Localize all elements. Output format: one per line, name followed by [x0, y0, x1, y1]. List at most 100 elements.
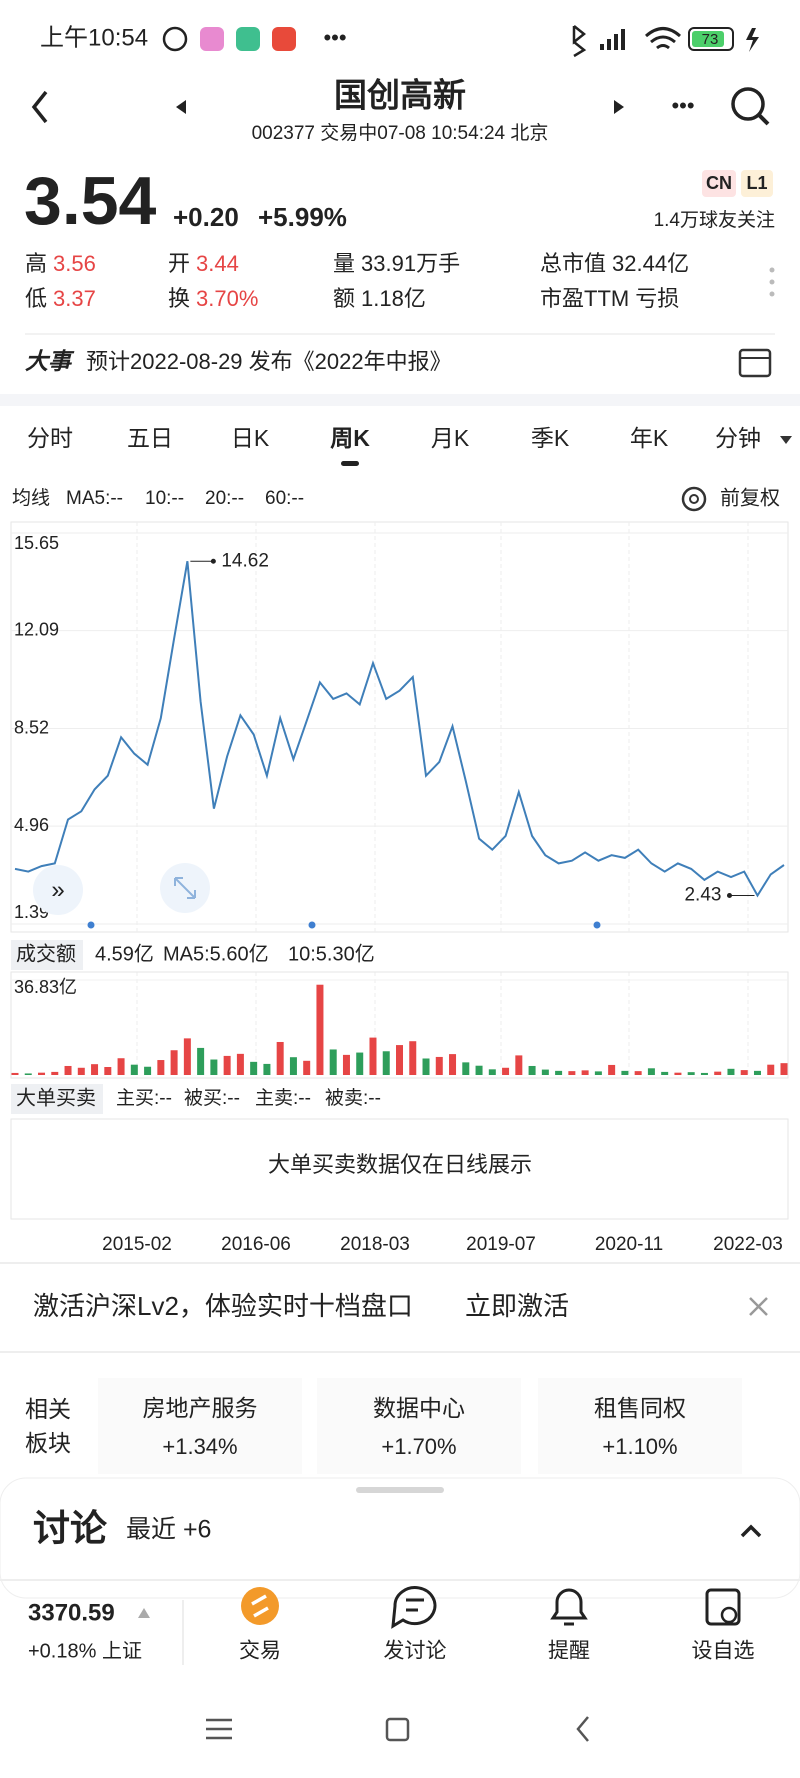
expand-button[interactable]	[740, 1524, 762, 1538]
stat-label: 额	[333, 286, 355, 311]
tab[interactable]: 五日	[127, 425, 173, 451]
volume-bar	[740, 1070, 748, 1075]
alarm-icon	[162, 26, 188, 52]
settings-icon[interactable]	[681, 486, 707, 512]
volume-bar	[24, 1073, 32, 1075]
collapse-icon: »	[51, 876, 64, 903]
volume-bar	[767, 1064, 775, 1075]
tab[interactable]: 分时	[27, 425, 73, 451]
bluetooth-icon	[572, 25, 587, 58]
volume-bar	[316, 984, 324, 1075]
volume-bar	[64, 1065, 72, 1075]
stat-value: 3.70%	[196, 286, 258, 311]
y-tick-label: 12.09	[14, 619, 59, 639]
low-label: 2.43	[684, 884, 721, 905]
tab[interactable]: 季K	[531, 425, 570, 451]
fullscreen-icon	[174, 877, 196, 899]
nav-item[interactable]: 提醒	[548, 1640, 590, 1663]
volume-bar	[303, 1060, 311, 1075]
stat-label: 高	[25, 251, 47, 276]
banner-action[interactable]: 立即激活	[465, 1291, 569, 1321]
volume-bar	[449, 1054, 457, 1075]
status-time: 上午10:54	[40, 24, 148, 51]
trade-icon-mark	[251, 1594, 269, 1618]
sheet-handle[interactable]	[356, 1487, 444, 1493]
stat: 低 3.37	[25, 286, 96, 311]
stat: 额 1.18亿	[333, 286, 426, 311]
volume-bar	[51, 1071, 59, 1075]
sector-change: +1.70%	[381, 1434, 456, 1459]
volume-bar	[263, 1063, 271, 1075]
volume-bar	[38, 1072, 46, 1075]
battery-icon	[688, 27, 734, 51]
big-orders-note: 大单买卖数据仅在日线展示	[268, 1152, 532, 1177]
menu-key[interactable]	[206, 1718, 232, 1740]
x-tick-label: 2015-02	[102, 1234, 172, 1255]
tab[interactable]: 分钟	[715, 425, 761, 451]
comment-icon	[391, 1586, 437, 1629]
tab[interactable]: 月K	[431, 425, 470, 451]
stat-value: 32.44亿	[612, 251, 689, 276]
big-order-item: 主卖:--	[255, 1087, 311, 1109]
volume-bar	[621, 1070, 629, 1075]
volume-bar	[183, 1038, 191, 1075]
back-button[interactable]	[31, 90, 48, 124]
sector-card[interactable]	[98, 1378, 302, 1474]
sector-card[interactable]	[538, 1378, 742, 1474]
volume-ma10: 10:5.30亿	[288, 942, 375, 965]
prev-stock[interactable]	[176, 100, 186, 114]
adjust-toggle[interactable]: 前复权	[720, 486, 780, 509]
big-orders-box	[10, 1118, 789, 1220]
big-order-item: 被买:--	[184, 1087, 240, 1109]
stat: 市盈TTM 亏损	[540, 286, 679, 311]
volume-bar	[594, 1071, 602, 1075]
tab[interactable]: 周K	[330, 425, 370, 451]
ma-item: 10:--	[145, 488, 184, 509]
index-value: 3370.59	[28, 1599, 115, 1626]
tab[interactable]: 年K	[630, 425, 669, 451]
stat-value: 3.56	[53, 251, 96, 276]
related-label: 相关	[25, 1396, 71, 1422]
nav-item[interactable]: 设自选	[692, 1640, 755, 1663]
volume-bar	[555, 1070, 563, 1075]
tab[interactable]: 日K	[231, 425, 270, 451]
nav-item[interactable]: 发讨论	[384, 1640, 447, 1663]
volume-label: 成交额	[16, 942, 76, 965]
search-button[interactable]	[731, 87, 765, 121]
home-key[interactable]	[385, 1717, 410, 1742]
volume-bar	[77, 1067, 85, 1075]
back-key[interactable]	[576, 1716, 589, 1742]
nav-item[interactable]: 交易	[239, 1640, 281, 1663]
discussion-title: 讨论	[33, 1508, 108, 1549]
event-dot	[87, 921, 95, 929]
stat-value: 1.18亿	[361, 286, 426, 311]
volume-bar	[382, 1051, 390, 1075]
volume-bar	[714, 1071, 722, 1075]
discussion-sheet	[0, 1477, 800, 1599]
stat-label: 开	[168, 251, 190, 276]
more-icon: •••	[323, 25, 346, 50]
sector-card[interactable]	[317, 1378, 521, 1474]
more-menu[interactable]: •••	[671, 93, 694, 118]
event-dot	[308, 921, 316, 929]
volume-bar	[475, 1065, 483, 1075]
banner[interactable]	[0, 1266, 800, 1352]
collapse-button[interactable]	[33, 865, 83, 915]
stat-value: 亏损	[635, 286, 679, 311]
stock-subtitle: 002377 交易中07-08 10:54:24 北京	[252, 122, 549, 144]
volume-bar	[568, 1071, 576, 1075]
calendar-icon[interactable]	[738, 348, 772, 378]
sector-name: 租售同权	[594, 1395, 686, 1421]
next-stock[interactable]	[614, 100, 624, 114]
volume-bar	[528, 1065, 536, 1075]
close-button[interactable]	[749, 1297, 768, 1316]
volume-bar	[700, 1072, 708, 1075]
volume-bar	[276, 1041, 284, 1075]
badge: L1	[746, 173, 767, 193]
price-line	[14, 561, 785, 898]
watchlist-gear	[720, 1606, 738, 1624]
ma-item: MA5:--	[66, 488, 123, 509]
volume-bar	[104, 1067, 112, 1075]
app-icon	[272, 27, 296, 51]
